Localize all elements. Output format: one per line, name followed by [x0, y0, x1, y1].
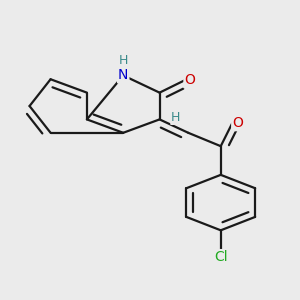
Text: O: O: [232, 116, 243, 130]
Text: N: N: [118, 68, 128, 83]
Text: O: O: [184, 74, 195, 87]
Text: H: H: [171, 111, 181, 124]
Text: H: H: [118, 54, 128, 67]
Text: Cl: Cl: [214, 250, 228, 264]
